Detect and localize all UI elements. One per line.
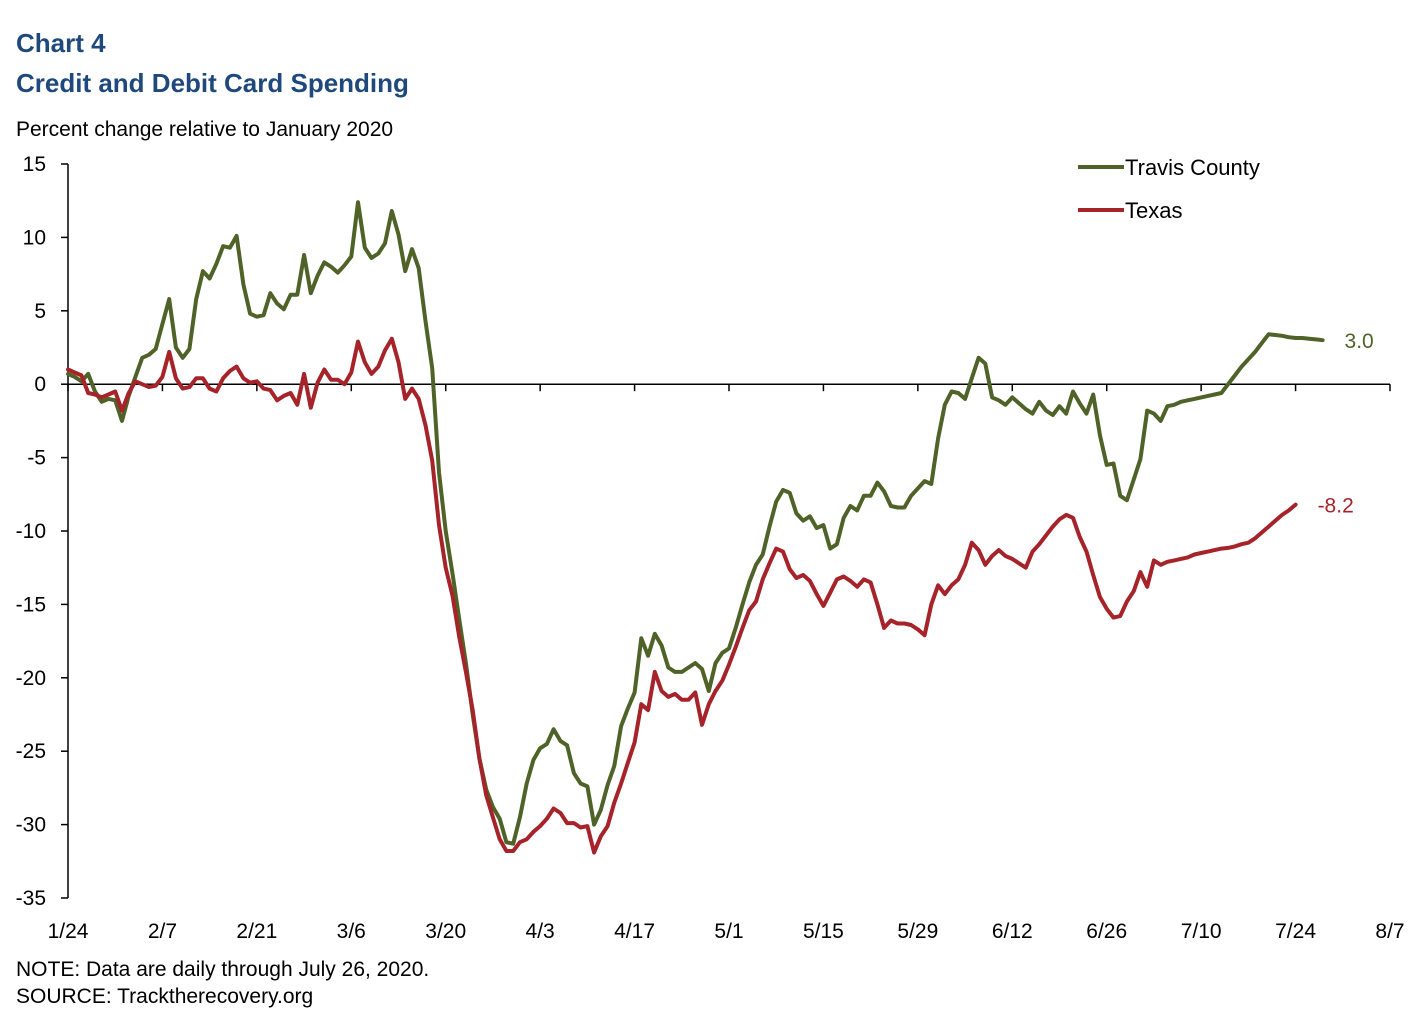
x-tick-label: 1/24 bbox=[48, 920, 89, 943]
x-tick-label: 7/10 bbox=[1181, 920, 1222, 943]
y-tick-label: -35 bbox=[16, 887, 46, 910]
x-tick-label: 5/1 bbox=[714, 920, 743, 943]
footnote-source: SOURCE: Tracktherecovery.org bbox=[16, 985, 314, 1008]
x-tick-label: 5/29 bbox=[897, 920, 938, 943]
x-tick-label: 6/12 bbox=[992, 920, 1033, 943]
chart-number: Chart 4 bbox=[16, 28, 106, 58]
series-line-travis-county bbox=[66, 200, 1325, 846]
chart-title: Credit and Debit Card Spending bbox=[16, 68, 409, 98]
x-tick-label: 3/20 bbox=[425, 920, 466, 943]
y-tick-label: -25 bbox=[16, 740, 46, 763]
x-tick-label: 2/7 bbox=[148, 920, 177, 943]
y-tick-label: -5 bbox=[27, 447, 46, 470]
y-tick-label: 5 bbox=[34, 300, 46, 323]
end-labels: 3.0 -8.2 bbox=[1318, 330, 1374, 517]
x-tick-label: 3/6 bbox=[337, 920, 366, 943]
series-end-label: -8.2 bbox=[1318, 495, 1354, 518]
axes: 15 10 5 0 -5 -10 -15 -20 -25 -30 -351/24 2/7 2/21 3/6… bbox=[16, 153, 1405, 943]
x-tick-label: 6/26 bbox=[1086, 920, 1127, 943]
x-tick-label: 4/3 bbox=[526, 920, 555, 943]
y-tick-label: 10 bbox=[23, 226, 46, 249]
legend: Travis County Texas bbox=[1078, 155, 1260, 223]
series-end-label: 3.0 bbox=[1345, 330, 1374, 353]
y-tick-label: -15 bbox=[16, 593, 46, 616]
legend-label: Travis County bbox=[1125, 155, 1260, 180]
series-lines bbox=[66, 200, 1325, 855]
x-tick-label: 5/15 bbox=[803, 920, 844, 943]
x-tick-label: 4/17 bbox=[614, 920, 655, 943]
footnote-note: NOTE: Data are daily through July 26, 20… bbox=[16, 958, 430, 981]
y-tick-label: 15 bbox=[23, 153, 46, 176]
y-tick-label: 0 bbox=[34, 373, 46, 396]
y-tick-label: -10 bbox=[16, 520, 46, 543]
x-tick-label: 8/7 bbox=[1375, 920, 1404, 943]
y-axis-unit-label: Percent change relative to January 2020 bbox=[16, 118, 394, 141]
x-tick-label: 7/24 bbox=[1275, 920, 1316, 943]
series-line-texas bbox=[66, 336, 1298, 855]
y-tick-label: -20 bbox=[16, 667, 46, 690]
legend-label: Texas bbox=[1125, 198, 1182, 223]
x-tick-label: 2/21 bbox=[236, 920, 277, 943]
y-tick-label: -30 bbox=[16, 814, 46, 837]
